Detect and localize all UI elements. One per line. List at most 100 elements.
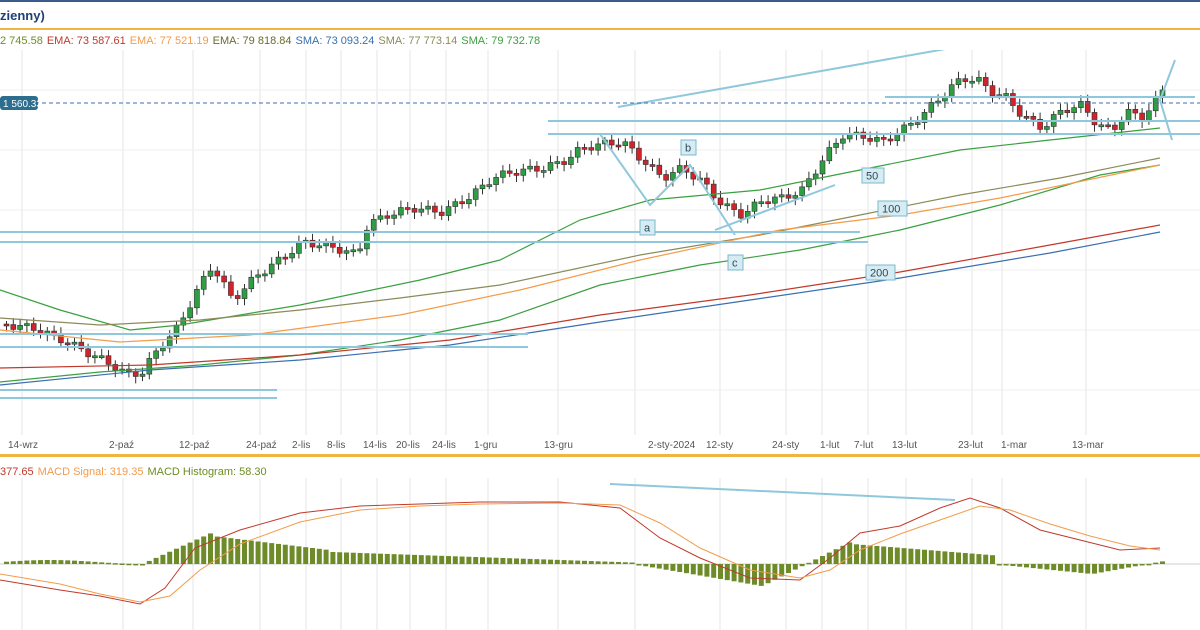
price-tag: 1 560.33 [0,96,42,110]
macd-histogram-bar [412,554,417,564]
x-tick-label: 13-gru [544,440,573,451]
candle-body [921,112,928,123]
annotation-box [877,200,908,217]
candle-body [629,141,635,149]
macd-histogram-bar [956,552,961,564]
macd-histogram-bar [153,557,159,564]
x-tick-label: 8-lis [327,440,345,451]
macd-histogram-bar [799,564,805,567]
macd-chart[interactable] [0,478,1200,630]
candle-body [404,207,411,210]
candle [466,192,472,209]
ma-line-sma200 [0,231,1161,386]
chart-header: zienny) [0,0,1200,30]
candle-body [425,205,431,210]
annotation-label-100: 100 [877,200,908,217]
candle [615,138,622,151]
candle-body [1084,101,1091,113]
candle-body [187,307,193,319]
candle [112,360,119,378]
candle-body [139,373,146,377]
annotation-box [727,254,744,271]
candle [921,108,928,130]
candle [92,351,98,364]
macd-histogram-bar [473,557,479,564]
candle-body [153,350,159,359]
candle [153,347,159,366]
candle [64,338,71,351]
x-tick-label: 23-lut [958,440,983,451]
candle [982,72,989,93]
candle-body [214,270,221,277]
candle [391,210,397,225]
candle [840,134,846,150]
annotation-label-50: 50 [861,167,885,184]
macd-histogram-bar [248,540,254,564]
candle-body [160,347,166,352]
candle-body [751,201,758,212]
macd-histogram-bar [1146,563,1152,566]
candle [404,201,411,215]
trend-line [617,50,946,108]
candle [554,156,561,169]
candle-body [676,165,683,173]
candle [622,138,629,153]
candle [493,173,499,192]
price-chart[interactable]: 1 560.33 a b c 50 100 200 14-wrz 2-paź 12-paź 24-p… [0,50,1200,454]
candle [908,116,914,130]
candle [731,200,737,217]
macd-histogram-bar [908,548,914,564]
candle [1050,111,1057,134]
candle-body [860,131,867,139]
candle-body [486,184,493,187]
candle-body [30,323,37,331]
candle [377,208,384,223]
candle-body [989,85,996,97]
macd-histogram-bar [146,560,152,564]
wedge-line [1158,59,1176,141]
candle-body [554,161,561,164]
candle-body [806,178,812,188]
macd-histogram-bar [990,555,995,564]
candle-body [914,122,921,125]
macd-histogram-bar [935,550,941,564]
candle-body [547,162,554,171]
candle [880,133,887,146]
candle-body [880,137,887,140]
macd-histogram-bar [1058,564,1063,571]
candle-body [574,147,581,158]
x-tick-label: 24-sty [772,440,799,451]
macd-histogram-bar [180,545,186,564]
macd-histogram-bar [44,560,50,564]
candle [289,246,295,263]
macd-histogram-bar [364,553,370,564]
macd-legend-item-2: MACD Histogram: 58.30 [147,466,267,478]
macd-histogram-bar [881,546,887,564]
candle [724,197,731,211]
macd-histogram-bar [133,563,139,566]
macd-histogram-bar [894,547,900,564]
candle [744,205,751,224]
candle-body [928,102,935,113]
candle-body [350,249,357,253]
macd-histogram-bar [847,542,853,564]
annotation-text: 50 [866,171,878,183]
macd-histogram-bar [398,554,404,564]
candle [364,225,370,256]
candle [432,202,438,220]
macd-histogram-bar [262,542,268,564]
macd-histogram-bar [1098,564,1104,573]
ma-line-ema200 [0,224,1161,369]
macd-histogram-bar [942,551,948,564]
macd-signal-line [0,502,1161,603]
candle-body [1125,108,1132,123]
macd-histogram-bar [214,536,220,564]
macd-histogram-bar [72,560,77,564]
annotation-text: 100 [882,204,900,216]
macd-histogram-bar [344,552,349,564]
chart-title: zienny) [0,8,45,23]
candle-body [268,263,275,275]
candle-body [370,219,377,231]
candle [398,200,404,219]
macd-histogram-bar [106,562,111,565]
